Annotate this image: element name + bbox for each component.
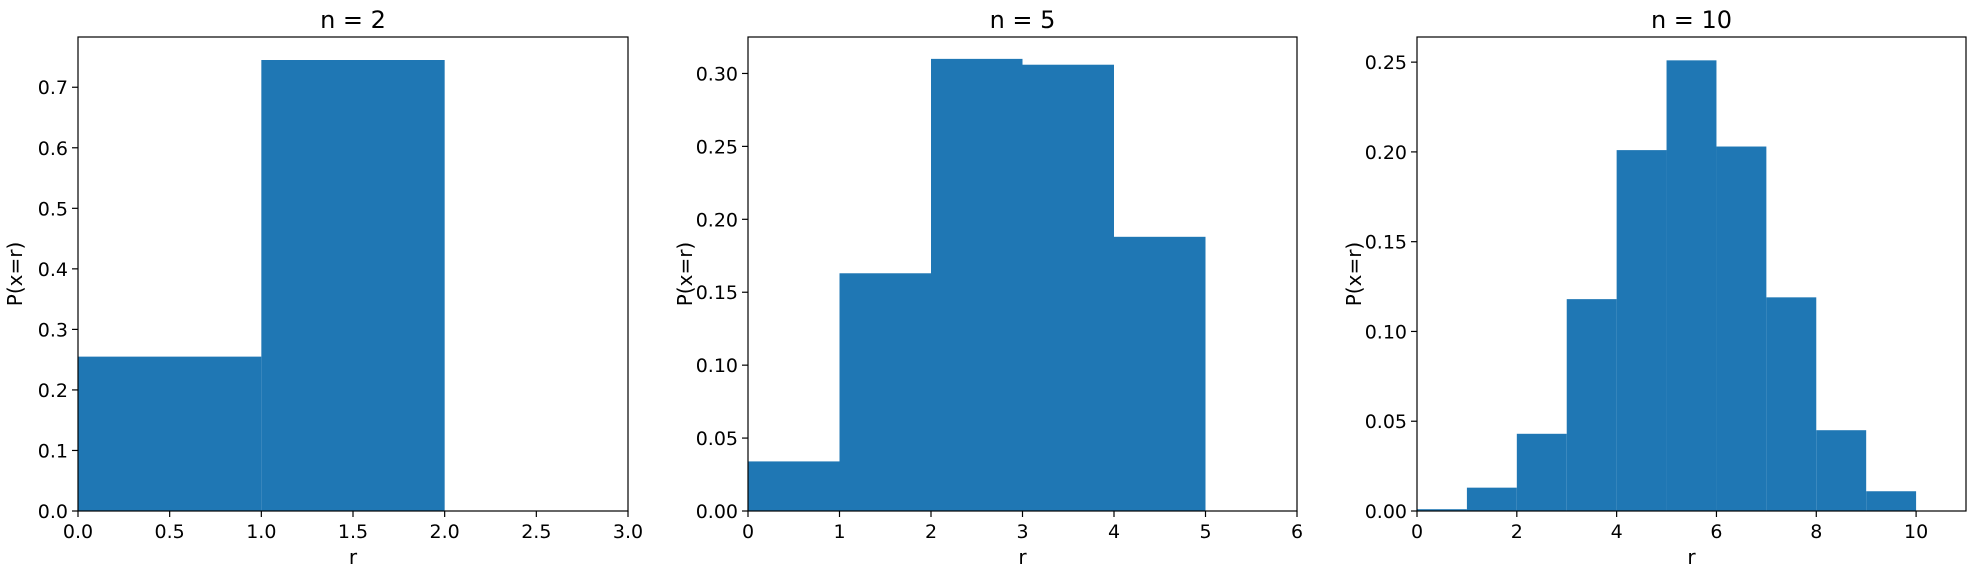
histogram-bar — [1716, 146, 1767, 512]
histogram-bar — [1766, 297, 1817, 511]
x-tick-label: 4 — [1611, 521, 1623, 543]
x-tick-label: 3.0 — [613, 521, 643, 543]
y-tick-label: 0.0 — [38, 501, 68, 523]
x-tick-label: 0.5 — [155, 521, 185, 543]
x-tick-label: 0 — [742, 521, 754, 543]
y-axis-label: P(x=r) — [673, 242, 697, 306]
x-axis-label: r — [1018, 545, 1027, 569]
subplot-3: 0 2 4 6 8 10 0.00 0.05 0.10 0.15 0.20 0.25 n = 10 r P(… — [1342, 6, 1967, 569]
x-tick-label: 0.0 — [63, 521, 93, 543]
chart-title: n = 2 — [320, 6, 386, 34]
x-tick-label: 2.5 — [521, 521, 551, 543]
y-tick-label: 0.25 — [696, 136, 738, 158]
x-tick-label: 0 — [1411, 521, 1423, 543]
y-tick-label: 0.2 — [38, 380, 68, 402]
y-tick-label: 0.00 — [696, 501, 738, 523]
y-tick-label: 0.05 — [1365, 411, 1407, 433]
x-tick-label: 8 — [1810, 521, 1822, 543]
x-tick-label: 5 — [1199, 521, 1211, 543]
y-tick-label: 0.30 — [696, 63, 738, 85]
y-tick-label: 0.15 — [1365, 232, 1407, 254]
y-tick-label: 0.1 — [38, 440, 68, 462]
histogram-bar — [1666, 60, 1717, 511]
y-tick-label: 0.5 — [38, 198, 68, 220]
subplot-2: 0 1 2 3 4 5 6 0.00 0.05 0.10 0.15 0.20 0.25 0.30 n = 5… — [673, 6, 1303, 569]
x-tick-label: 2 — [925, 521, 937, 543]
y-tick-label: 0.6 — [38, 138, 68, 160]
histogram-bar — [748, 461, 840, 511]
chart-title: n = 10 — [1651, 6, 1732, 34]
histogram-bar — [1616, 150, 1667, 511]
histogram-bar — [931, 58, 1023, 511]
x-tick-label: 2 — [1511, 521, 1523, 543]
x-axis-label: r — [349, 545, 358, 569]
chart-title: n = 5 — [990, 6, 1056, 34]
y-axis-label: P(x=r) — [3, 242, 27, 306]
y-tick-label: 0.20 — [1365, 142, 1407, 164]
y-tick-label: 0.10 — [1365, 321, 1407, 343]
histogram-bar — [1114, 236, 1206, 511]
histogram-bar — [1417, 509, 1467, 511]
histogram-bar — [839, 273, 931, 511]
x-tick-label: 1 — [833, 521, 845, 543]
axes-frame — [1416, 36, 1967, 512]
x-axis-label: r — [1687, 545, 1696, 569]
y-tick-label: 0.3 — [38, 319, 68, 341]
y-tick-label: 0.20 — [696, 209, 738, 231]
histogram-bar — [78, 356, 262, 511]
y-tick-label: 0.25 — [1365, 52, 1407, 74]
histogram-bar — [1022, 64, 1114, 512]
y-axis-label: P(x=r) — [1342, 242, 1366, 306]
histogram-bar — [1816, 430, 1867, 511]
subplot-1: 0.0 0.5 1.0 1.5 2.0 2.5 3.0 0.0 0.1 0.2 0.3 0.4 0.5 0… — [3, 6, 643, 569]
y-tick-label: 0.4 — [38, 259, 68, 281]
histogram-bar — [1516, 433, 1567, 511]
y-tick-label: 0.10 — [696, 355, 738, 377]
histogram-bar — [1566, 299, 1617, 511]
histogram-bar — [1466, 487, 1517, 511]
histogram-bar — [261, 60, 445, 511]
y-tick-label: 0.00 — [1365, 501, 1407, 523]
y-tick-label: 0.7 — [38, 77, 68, 99]
y-tick-label: 0.05 — [696, 428, 738, 450]
x-tick-label: 6 — [1291, 521, 1303, 543]
histogram-bar — [1866, 491, 1917, 511]
x-tick-label: 6 — [1710, 521, 1722, 543]
x-tick-label: 2.0 — [430, 521, 460, 543]
x-tick-label: 1.5 — [338, 521, 368, 543]
x-tick-label: 4 — [1108, 521, 1120, 543]
x-tick-label: 10 — [1904, 521, 1928, 543]
x-tick-label: 3 — [1016, 521, 1028, 543]
x-tick-label: 1.0 — [246, 521, 276, 543]
y-tick-label: 0.15 — [696, 282, 738, 304]
